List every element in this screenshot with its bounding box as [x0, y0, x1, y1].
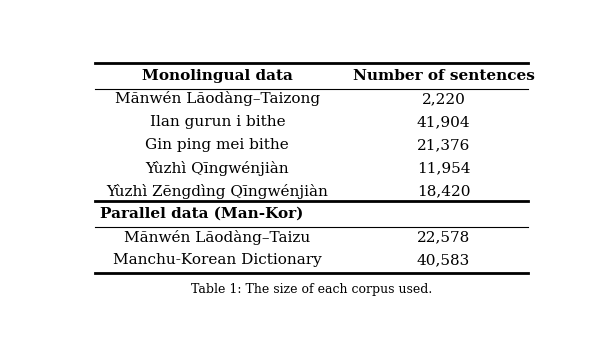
Text: 41,904: 41,904	[416, 115, 471, 129]
Text: 2,220: 2,220	[421, 92, 466, 106]
Text: 21,376: 21,376	[417, 138, 470, 152]
Text: Number of sentences: Number of sentences	[353, 69, 534, 83]
Text: Manchu-Korean Dictionary: Manchu-Korean Dictionary	[113, 253, 322, 267]
Text: Mănwén Lăodàng–Taizu: Mănwén Lăodàng–Taizu	[124, 230, 311, 245]
Text: 40,583: 40,583	[417, 253, 470, 267]
Text: Parallel data (Man-Kor): Parallel data (Man-Kor)	[100, 207, 303, 221]
Text: 18,420: 18,420	[417, 184, 470, 198]
Text: Table 1: The size of each corpus used.: Table 1: The size of each corpus used.	[191, 283, 432, 296]
Text: Ilan gurun i bithe: Ilan gurun i bithe	[150, 115, 285, 129]
Text: Yùzhì Qīngwénjiàn: Yùzhì Qīngwénjiàn	[145, 160, 289, 175]
Text: Yùzhì Zēngdìng Qīngwénjiàn: Yùzhì Zēngdìng Qīngwénjiàn	[106, 184, 328, 199]
Text: 11,954: 11,954	[417, 161, 470, 175]
Text: 22,578: 22,578	[417, 230, 470, 244]
Text: Monolingual data: Monolingual data	[142, 69, 293, 83]
Text: Gin ping mei bithe: Gin ping mei bithe	[145, 138, 289, 152]
Text: Mănwén Lăodàng–Taizong: Mănwén Lăodàng–Taizong	[115, 91, 320, 106]
